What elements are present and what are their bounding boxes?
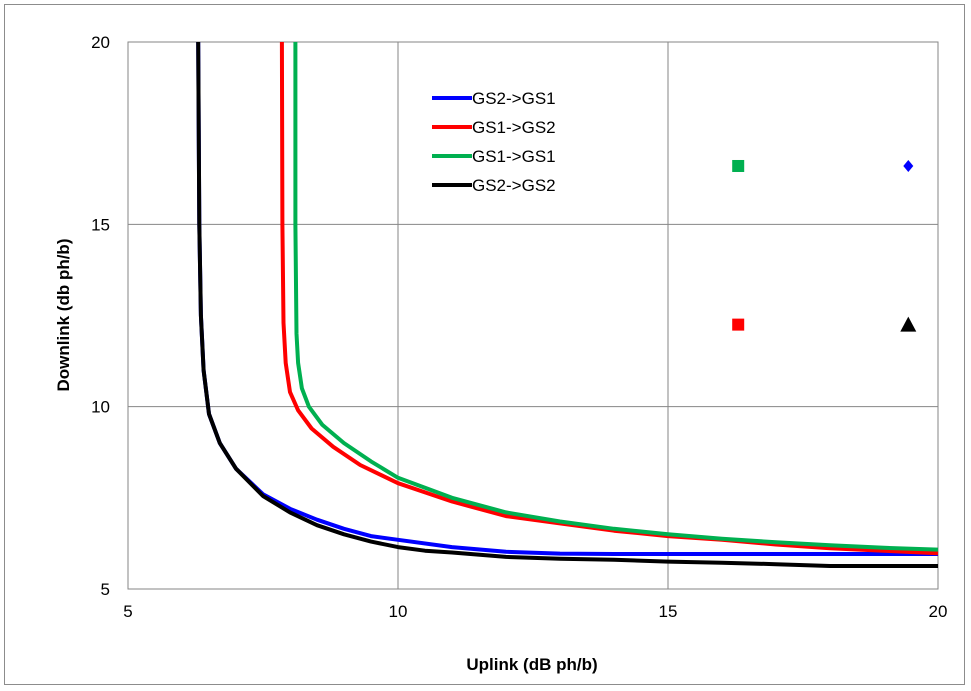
legend-label: GS2->GS2 (472, 176, 556, 195)
square-marker (732, 318, 745, 331)
x-tick-label: 10 (389, 602, 408, 621)
x-axis-tick-labels: 5 10 15 20 (123, 602, 947, 621)
y-axis-title: Downlink (db ph/b) (54, 239, 73, 392)
triangle-marker (900, 316, 917, 332)
series-lines (196, 41, 939, 568)
x-tick-label: 20 (929, 602, 948, 621)
y-tick-label: 20 (91, 33, 110, 52)
series-line-2 (293, 42, 939, 552)
point-markers (732, 159, 917, 332)
x-tick-label: 5 (123, 602, 132, 621)
x-tick-label: 15 (659, 602, 678, 621)
legend-label: GS2->GS1 (472, 89, 556, 108)
legend: GS2->GS1 GS1->GS2 GS1->GS1 GS2->GS2 (432, 89, 556, 195)
plot-area (127, 41, 939, 590)
x-axis-title: Uplink (dB ph/b) (466, 655, 597, 674)
y-axis-tick-labels: 5 10 15 20 (91, 33, 110, 599)
legend-label: GS1->GS1 (472, 147, 556, 166)
y-tick-label: 5 (101, 580, 110, 599)
series-line-0 (196, 41, 938, 556)
square-marker (732, 159, 745, 172)
series-line-3 (196, 41, 938, 568)
y-tick-label: 10 (91, 398, 110, 417)
diamond-marker (903, 159, 914, 172)
legend-label: GS1->GS2 (472, 118, 556, 137)
series-line-1 (279, 41, 939, 556)
y-tick-label: 15 (91, 215, 110, 234)
chart-frame (4, 4, 965, 685)
